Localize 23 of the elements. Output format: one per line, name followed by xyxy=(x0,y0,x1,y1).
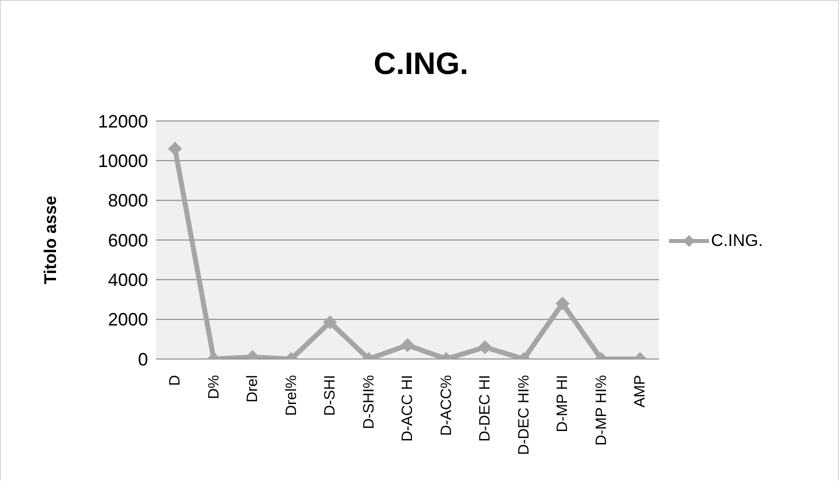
y-tick-label: 12000 xyxy=(98,111,148,132)
x-tick-label: D-SHI% xyxy=(360,375,378,430)
legend-label: C.ING. xyxy=(711,230,763,250)
x-tick-label: D-DEC HI% xyxy=(515,375,532,456)
y-tick-label: 2000 xyxy=(108,310,148,330)
y-tick-label: 0 xyxy=(138,349,148,370)
x-tick-label: AMP xyxy=(632,375,648,408)
y-tick-label: 8000 xyxy=(108,190,148,211)
x-tick-label: Drel xyxy=(244,375,261,403)
y-axis-title: Titolo asse xyxy=(41,196,60,284)
y-tick-label: 10000 xyxy=(98,151,148,172)
x-tick-label: D-MP HI xyxy=(554,375,571,432)
chart-title: C.ING. xyxy=(372,46,470,82)
x-tick-label: D-DEC HI xyxy=(476,375,494,442)
y-tick-label: 4000 xyxy=(108,270,148,290)
x-tick-label: D-ACC HI xyxy=(399,375,416,442)
x-tick-label: D-SHI xyxy=(322,375,338,416)
x-tick-label: D-MP HI% xyxy=(592,375,610,446)
y-tick-label: 6000 xyxy=(108,230,148,250)
x-tick-label: D% xyxy=(205,375,222,400)
x-tick-label: Drel% xyxy=(282,375,300,416)
x-tick-label: D-ACC% xyxy=(438,375,455,436)
x-tick-label: D xyxy=(166,374,184,386)
